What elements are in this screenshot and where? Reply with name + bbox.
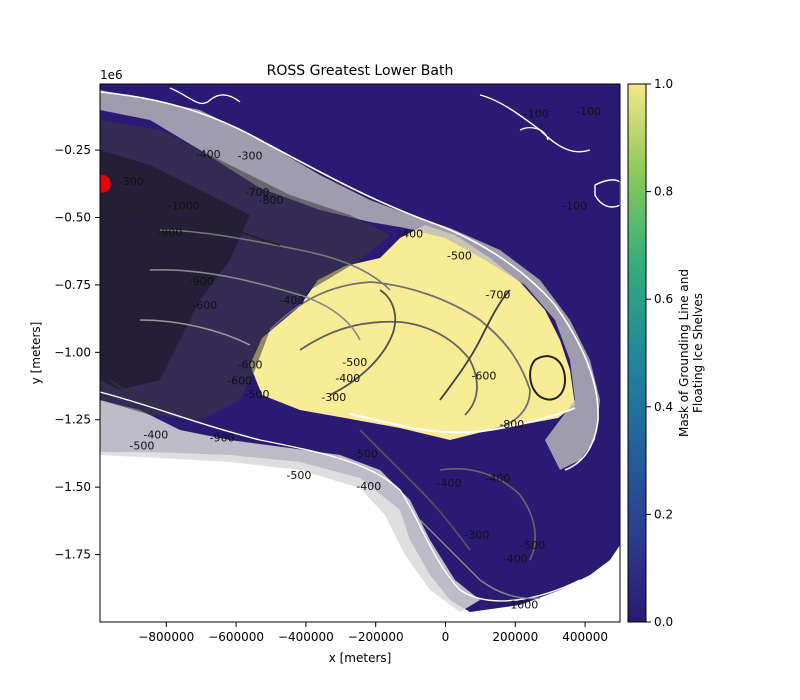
contour-label: -500 (520, 539, 545, 552)
contour-line (519, 127, 549, 141)
contour-lines (100, 87, 620, 602)
colorbar (627, 83, 647, 623)
contour-label: -300 (321, 391, 346, 404)
contour-label: -500 (129, 439, 154, 452)
colorbar-tick-label: 0.8 (654, 185, 673, 199)
contour-line (119, 209, 281, 246)
contour-line (594, 179, 620, 208)
colorbar-tick-label: 0.4 (654, 400, 673, 414)
colorbar-tick-label: 0.6 (654, 292, 673, 306)
contour-line (439, 289, 511, 401)
contour-line (419, 519, 541, 600)
contour-label: -300 (238, 150, 263, 163)
x-tick-label: −600000 (208, 630, 264, 644)
contour-line (100, 391, 581, 602)
colorbar-ticks: 0.0 0.2 0.4 0.6 0.8 1.0 (646, 77, 673, 629)
x-tick-label: 400000 (562, 630, 608, 644)
contour-label: -600 (238, 359, 263, 372)
contour-line (139, 319, 251, 346)
contour-label: -600 (227, 375, 252, 388)
y-tick-label: −1.75 (54, 548, 91, 562)
colorbar-tick-label: 0.0 (654, 615, 673, 629)
contour-label: -500 (342, 356, 367, 369)
contour-label: -800 (259, 194, 284, 207)
dark-bathymetry-zone (100, 120, 390, 420)
contour-label: -400 (143, 429, 168, 442)
x-tick-label: 0 (442, 630, 450, 644)
contour-label: -400 (196, 148, 221, 161)
x-tick-label: −800000 (138, 630, 194, 644)
y-tick-label: −1.00 (54, 345, 91, 359)
contour-label: -800 (499, 418, 524, 431)
x-tick-label: 200000 (492, 630, 538, 644)
contour-line (529, 355, 566, 401)
contour-line (100, 91, 599, 471)
y-axis-label: y [meters] (29, 322, 43, 385)
contour-label: -600 (471, 369, 496, 382)
contour-label: -400 (503, 553, 528, 566)
contour-line (359, 429, 471, 551)
colorbar-tick-label: 0.2 (654, 507, 673, 521)
x-tick-label: −200000 (348, 630, 404, 644)
contour-label: -100 (576, 105, 601, 118)
location-marker (100, 174, 111, 193)
contour-label: -400 (485, 472, 510, 485)
contour-label: -700 (245, 186, 270, 199)
contour-label: -400 (398, 228, 423, 241)
y-tick-label: −1.25 (54, 413, 91, 427)
y-offset-label: 1e6 (100, 68, 123, 82)
contour-label: -500 (245, 388, 270, 401)
contour-label: -1000 (506, 599, 538, 612)
ice-front-line (349, 407, 576, 434)
ice-shelf-mask-region (250, 225, 575, 440)
contour-label: -400 (356, 480, 381, 493)
contour-label: -400 (279, 294, 304, 307)
contour-line (439, 467, 536, 561)
y-tick-label: −0.75 (54, 278, 91, 292)
plot-frame (99, 83, 621, 623)
contour-label: -100 (562, 199, 587, 212)
contour-label: -500 (447, 249, 472, 262)
x-axis-label: x [meters] (329, 651, 392, 665)
contour-label: -900 (189, 275, 214, 288)
contour-label: -1000 (168, 199, 200, 212)
contour-label: -700 (485, 288, 510, 301)
colorbar-label-line2: Floating Ice Shelves (691, 293, 705, 413)
contour-line (169, 87, 241, 105)
contour-line (329, 289, 397, 396)
contour-line (149, 268, 361, 341)
contour-label: -300 (119, 175, 144, 188)
y-tick-label: −1.50 (54, 480, 91, 494)
y-axis: −0.25 −0.50 −0.75 −1.00 −1.25 −1.50 −1.75 (54, 143, 100, 562)
contour-label: -500 (353, 447, 378, 460)
contour-line (299, 320, 478, 416)
contour-label: -300 (464, 528, 489, 541)
contour-label: -500 (286, 469, 311, 482)
coast-band (100, 400, 480, 612)
colorbar-tick-label: 1.0 (654, 77, 673, 91)
map-layer: -400 -300-300-700-800-1000-800-900-600 -40… (100, 84, 620, 622)
contour-label: -600 (192, 299, 217, 312)
contour-line (159, 229, 391, 291)
land-mask-region (100, 452, 620, 622)
contour-labels: -400 -300-300-700-800-1000-800-900-600 -40… (119, 105, 601, 612)
y-tick-label: −0.50 (54, 210, 91, 224)
x-tick-label: −400000 (278, 630, 334, 644)
y-tick-label: −0.25 (54, 143, 91, 157)
colorbar-label-line1: Mask of Grounding Line and (677, 269, 691, 437)
chart-title: ROSS Greatest Lower Bath (267, 63, 454, 79)
x-axis: −800000 −600000 −400000 −200000 0 200000 40000… (138, 622, 608, 644)
contour-line (109, 379, 171, 411)
contour-line (269, 281, 531, 431)
contour-label: -800 (157, 226, 182, 239)
contour-label: -400 (335, 372, 360, 385)
contour-label: -100 (524, 108, 549, 121)
contour-label: -400 (437, 477, 462, 490)
contour-label: -900 (210, 431, 235, 444)
